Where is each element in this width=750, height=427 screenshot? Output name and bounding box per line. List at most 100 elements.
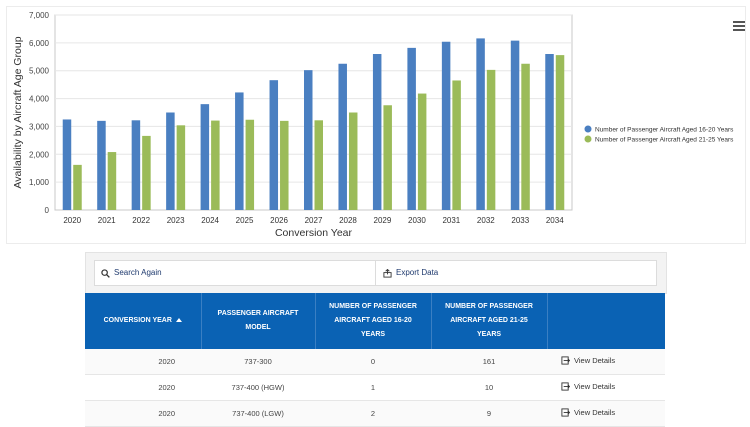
search-again-button[interactable]: Search Again xyxy=(101,261,162,285)
bar-aged-21-25 xyxy=(348,112,358,210)
view-details-label: View Details xyxy=(574,356,616,365)
export-icon xyxy=(383,268,392,278)
x-tick-label: 2022 xyxy=(132,216,150,225)
x-tick-label: 2028 xyxy=(339,216,357,225)
header-aged-21-25[interactable]: NUMBER OF PASSENGER AIRCRAFT AGED 21-25 … xyxy=(431,293,548,349)
hamburger-menu-icon[interactable] xyxy=(733,21,745,31)
plot-area xyxy=(54,14,573,211)
bar-aged-16-20 xyxy=(545,54,554,210)
cell-year: 2020 xyxy=(85,349,201,375)
legend-label: Number of Passenger Aircraft Aged 16-20 … xyxy=(595,127,734,134)
x-tick-label: 2033 xyxy=(511,216,529,225)
y-tick-label: 0 xyxy=(45,206,50,215)
bar-aged-21-25 xyxy=(142,135,151,210)
bar-aged-16-20 xyxy=(166,112,175,210)
view-details-label: View Details xyxy=(574,408,616,417)
y-axis-title: Availability by Aircraft Age Group xyxy=(12,36,24,188)
search-toolbar-inner: Search Again Export Data xyxy=(94,260,657,286)
y-tick-label: 6,000 xyxy=(29,39,50,48)
view-details-link[interactable]: View Details xyxy=(561,356,615,365)
cell-aged-21-25: 161 xyxy=(431,349,547,375)
search-toolbar: Search Again Export Data xyxy=(85,252,667,294)
toolbar-divider xyxy=(375,261,376,285)
view-details-link[interactable]: View Details xyxy=(561,382,615,391)
bar-aged-16-20 xyxy=(304,70,313,211)
bar-aged-21-25 xyxy=(280,120,289,210)
view-details-icon xyxy=(561,382,570,391)
bar-aged-16-20 xyxy=(97,120,106,210)
view-details-label: View Details xyxy=(574,382,616,391)
header-aged-16-20[interactable]: NUMBER OF PASSENGER AIRCRAFT AGED 16-20 … xyxy=(315,293,432,349)
bar-aged-16-20 xyxy=(200,104,210,210)
results-table: CONVERSION YEAR PASSENGER AIRCRAFT MODEL… xyxy=(85,293,665,427)
x-tick-label: 2026 xyxy=(270,216,288,225)
legend-marker xyxy=(584,135,592,143)
view-details-link[interactable]: View Details xyxy=(561,408,615,417)
bar-aged-21-25 xyxy=(211,120,220,210)
bar-aged-21-25 xyxy=(383,105,392,210)
export-data-button[interactable]: Export Data xyxy=(383,261,438,285)
x-tick-label: 2034 xyxy=(546,216,564,225)
bar-aged-16-20 xyxy=(235,92,244,210)
bar-aged-16-20 xyxy=(338,63,347,210)
view-details-icon xyxy=(561,408,570,417)
header-conversion-year-label: CONVERSION YEAR xyxy=(103,317,172,324)
header-actions xyxy=(547,293,665,349)
bar-aged-16-20 xyxy=(269,80,279,210)
legend-marker xyxy=(584,125,592,133)
cell-year: 2020 xyxy=(85,374,201,401)
cell-actions: View Details xyxy=(547,374,665,401)
bar-aged-16-20 xyxy=(407,47,416,210)
bar-aged-21-25 xyxy=(176,125,186,210)
table-row: 2020 737-300 0 161 View Details xyxy=(85,349,665,375)
x-tick-label: 2032 xyxy=(477,216,495,225)
bar-aged-21-25 xyxy=(417,93,427,210)
bar-aged-21-25 xyxy=(107,152,117,210)
y-tick-label: 2,000 xyxy=(29,150,50,159)
bar-aged-16-20 xyxy=(131,120,141,210)
bar-aged-16-20 xyxy=(372,54,382,210)
x-tick-label: 2021 xyxy=(98,216,116,225)
cell-aged-16-20: 1 xyxy=(315,374,431,401)
export-data-label: Export Data xyxy=(396,268,439,277)
bar-aged-21-25 xyxy=(486,69,496,210)
x-tick-label: 2030 xyxy=(408,216,426,225)
search-icon xyxy=(101,268,110,278)
x-tick-label: 2024 xyxy=(201,216,219,225)
bar-aged-16-20 xyxy=(510,40,520,210)
cell-aged-21-25: 10 xyxy=(431,374,547,401)
bar-chart: 0 1,000 2,000 3,000 4,000 5,000 6,000 7,000 2020… xyxy=(12,11,734,239)
bar-aged-21-25 xyxy=(555,55,565,210)
table-row: 2020 737-400 (HGW) 1 10 View Details xyxy=(85,374,665,401)
cell-actions: View Details xyxy=(547,349,665,375)
bar-aged-16-20 xyxy=(476,38,485,211)
view-details-icon xyxy=(561,356,570,365)
bar-aged-21-25 xyxy=(245,119,255,210)
x-tick-label: 2020 xyxy=(63,216,81,225)
bar-aged-21-25 xyxy=(314,120,323,210)
x-tick-label: 2025 xyxy=(236,216,254,225)
x-tick-label: 2027 xyxy=(305,216,323,225)
x-tick-label: 2029 xyxy=(374,216,392,225)
x-tick-label: 2023 xyxy=(167,216,185,225)
header-aged-16-20-label: NUMBER OF PASSENGER AIRCRAFT AGED 16-20 … xyxy=(329,303,417,338)
y-tick-label: 5,000 xyxy=(29,67,50,76)
bar-aged-21-25 xyxy=(73,164,82,210)
bar-aged-16-20 xyxy=(441,41,451,210)
cell-model: 737-400 (HGW) xyxy=(201,374,315,401)
header-aircraft-model[interactable]: PASSENGER AIRCRAFT MODEL xyxy=(201,293,316,349)
y-tick-label: 4,000 xyxy=(29,95,50,104)
bar-aged-21-25 xyxy=(452,80,461,210)
sort-ascending-icon xyxy=(175,318,182,323)
x-tick-label: 2031 xyxy=(442,216,460,225)
cell-model: 737-300 xyxy=(201,349,315,375)
search-again-label: Search Again xyxy=(114,268,162,277)
chart-panel: 0 1,000 2,000 3,000 4,000 5,000 6,000 7,000 2020… xyxy=(6,6,746,244)
bar-aged-21-25 xyxy=(521,63,530,210)
x-axis-title: Conversion Year xyxy=(275,227,353,239)
table-header-row: CONVERSION YEAR PASSENGER AIRCRAFT MODEL… xyxy=(85,293,665,349)
y-tick-label: 7,000 xyxy=(29,11,50,20)
header-aircraft-model-label: PASSENGER AIRCRAFT MODEL xyxy=(217,310,299,331)
bar-aged-16-20 xyxy=(62,119,72,210)
header-conversion-year[interactable]: CONVERSION YEAR xyxy=(85,293,202,349)
